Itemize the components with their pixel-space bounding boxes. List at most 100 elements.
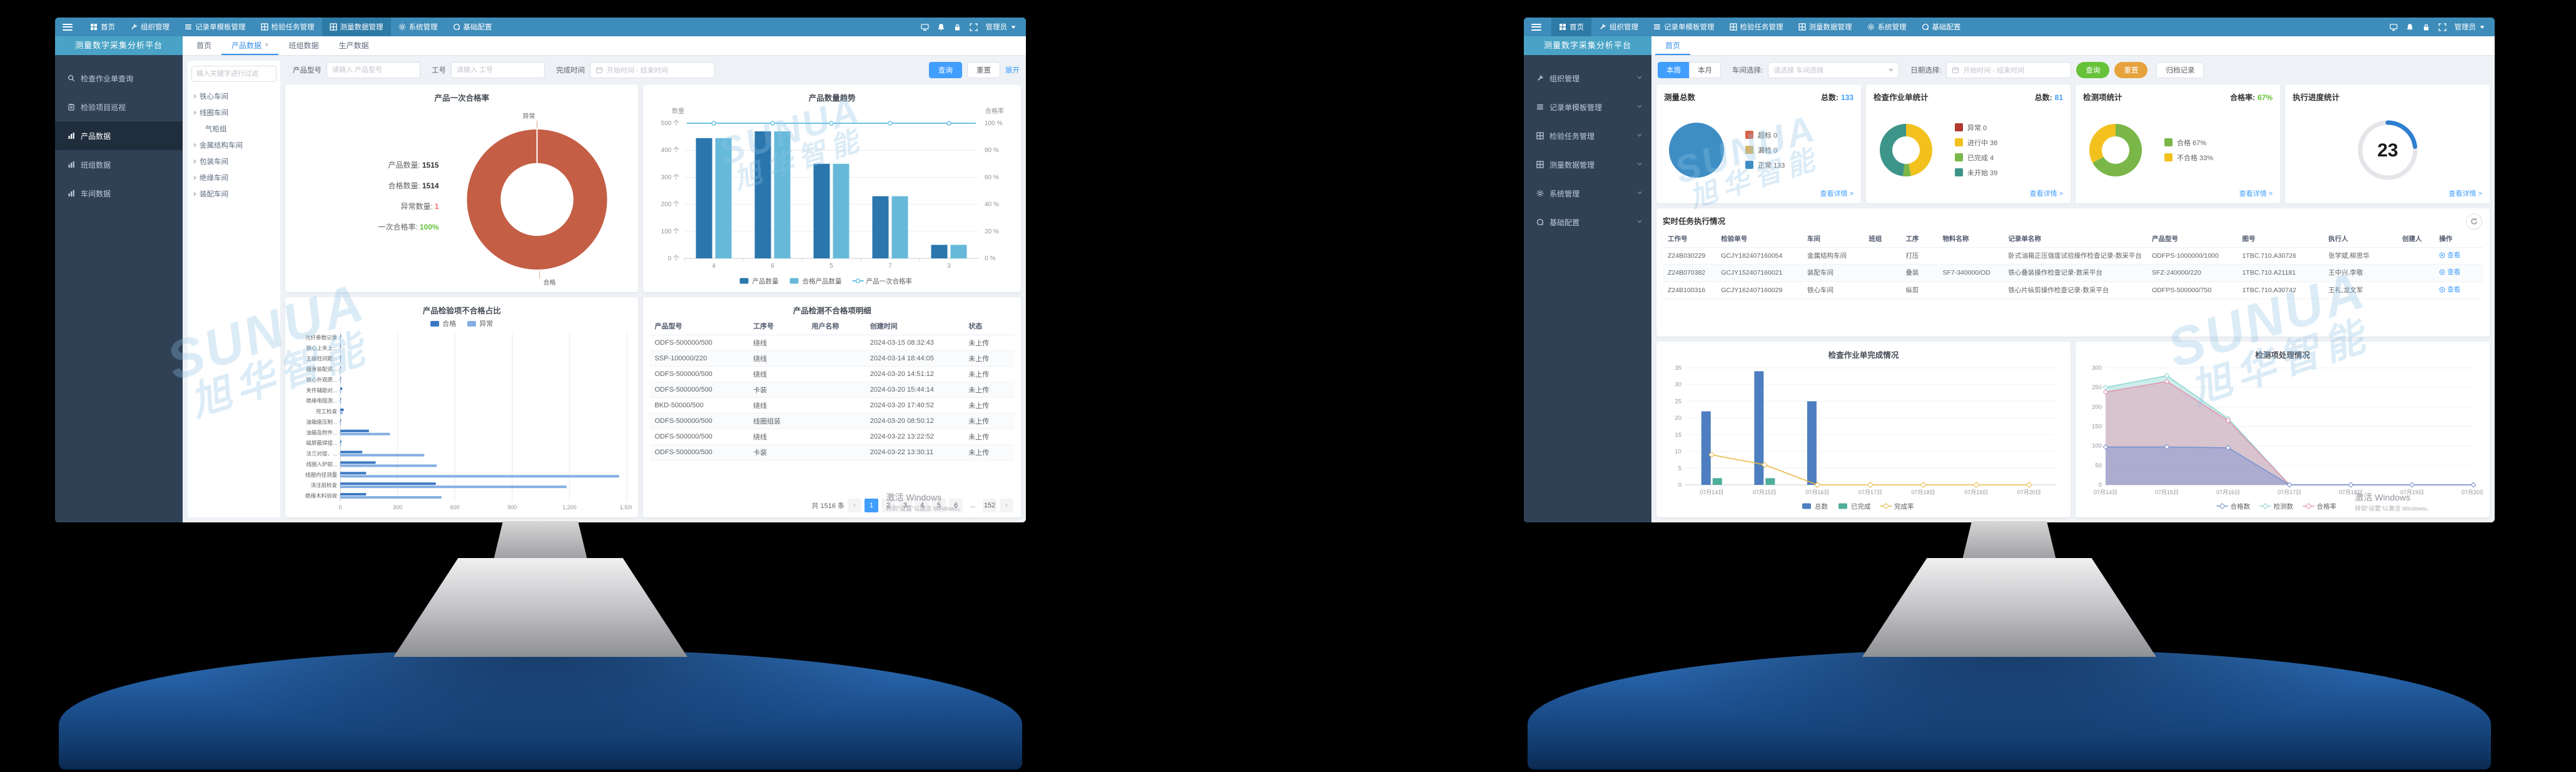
sidebar-item[interactable]: 班组数据 (55, 150, 183, 179)
nav-item[interactable]: 组织管理 (1591, 18, 1646, 36)
view-link[interactable]: 查看 (2439, 268, 2460, 277)
nav-item[interactable]: 记录单模板管理 (1646, 18, 1722, 36)
view-link[interactable]: 查看 (2439, 251, 2460, 260)
sidebar-item[interactable]: 组织管理 (1524, 64, 1651, 93)
tab-生产数据[interactable]: 生产数据 (328, 36, 378, 55)
page-button[interactable]: 6 (949, 499, 963, 512)
monitor-left-screen: 首页 组织管理 记录单模板管理 检验任务管理 测量数据管理 系统管理 基础配置 管理员 测量… (55, 18, 1026, 522)
search-button[interactable]: 查询 (2076, 62, 2110, 78)
nav-item-label: 组织管理 (1610, 24, 1638, 31)
page-button[interactable]: 4 (915, 499, 929, 512)
user-menu[interactable]: 管理员 (2455, 22, 2487, 32)
sidebar-item[interactable]: 检查作业单查询 (55, 64, 183, 93)
pass-rate-donut-chart: 异常 合格 (442, 104, 632, 287)
reset-button[interactable]: 重置 (2114, 62, 2148, 78)
tab-首页[interactable]: 首页 (1655, 36, 1691, 55)
sidebar-item[interactable]: 测量数据管理 (1524, 150, 1651, 179)
nav-item[interactable]: 测量数据管理 (322, 18, 391, 36)
svg-text:异常: 异常 (522, 112, 535, 120)
workshop-select[interactable]: 请选择 车间选择 (1768, 62, 1900, 78)
svg-text:1,500: 1,500 (620, 504, 632, 510)
view-link[interactable]: 查看 (2439, 285, 2460, 294)
menu-toggle-icon[interactable] (63, 23, 73, 31)
view-detail-link[interactable]: 查看详情 > (2239, 190, 2273, 198)
tree-node[interactable]: 金属结构车间 (191, 137, 276, 153)
bell-icon[interactable] (2406, 23, 2414, 31)
tab-产品数据[interactable]: 产品数据 × (221, 36, 279, 55)
nav-item[interactable]: 首页 (83, 18, 123, 36)
nav-item[interactable]: 首页 (1551, 18, 1591, 36)
period-本月[interactable]: 本月 (1689, 62, 1721, 78)
close-icon[interactable]: × (265, 41, 269, 49)
bell-icon[interactable] (937, 23, 945, 31)
tree-node[interactable]: 线圈车间 (191, 104, 276, 121)
svg-text:400 个: 400 个 (661, 146, 679, 154)
search-button[interactable]: 查询 (929, 62, 962, 78)
work-no-input[interactable] (451, 62, 545, 78)
expand-filters-link[interactable]: 展开 (1005, 67, 1020, 74)
refresh-button[interactable] (2466, 213, 2482, 230)
chevron-down-icon (1636, 74, 1643, 83)
fullscreen-icon[interactable] (969, 23, 978, 31)
nav-item[interactable]: 系统管理 (391, 18, 445, 36)
menu-toggle-icon[interactable] (1531, 23, 1541, 31)
sidebar-item[interactable]: 产品数据 (55, 121, 183, 150)
tree-node[interactable]: 铁心车间 (191, 88, 276, 104)
view-detail-link[interactable]: 查看详情 > (2448, 190, 2482, 198)
tree-node[interactable]: 绝缘车间 (191, 170, 276, 186)
next-page-button[interactable]: › (1000, 499, 1013, 512)
nav-item[interactable]: 基础配置 (445, 18, 500, 36)
sidebar-item[interactable]: 车间数据 (55, 179, 183, 208)
nav-item[interactable]: 记录单模板管理 (177, 18, 253, 36)
table-cell: 王中兴,李敬 (2323, 264, 2398, 282)
sidebar-item[interactable]: 记录单模板管理 (1524, 93, 1651, 121)
finish-time-range-input[interactable]: 开始时间 - 结束时间 (590, 62, 715, 78)
sidebar-item[interactable]: 检验项目巡视 (55, 93, 183, 121)
legend-item: 合格 67% (2164, 138, 2213, 148)
sidebar-item[interactable]: 基础配置 (1524, 208, 1651, 236)
reset-button[interactable]: 重置 (967, 62, 1000, 78)
page-button[interactable]: 2 (881, 499, 895, 512)
lock-icon[interactable] (953, 23, 961, 31)
column-header: 检验单号 (1716, 230, 1803, 248)
tree-filter-input[interactable] (191, 66, 276, 82)
tree-node-label: 气柜组 (205, 126, 227, 133)
nav-item[interactable]: 基础配置 (1914, 18, 1969, 36)
page-button[interactable]: 5 (932, 499, 946, 512)
list-icon (185, 23, 192, 31)
lock-icon[interactable] (2422, 23, 2430, 31)
tree-node[interactable]: 包装车间 (191, 153, 276, 170)
nav-item[interactable]: 检验任务管理 (1722, 18, 1791, 36)
table-cell: 查看 (2434, 264, 2483, 282)
card-defect-ratio: 产品检验项不合格占比 合格 异常 0 300 600 900 1,200 1,500 光纤参数… (285, 297, 639, 517)
nav-item[interactable]: 检验任务管理 (253, 18, 322, 36)
monitor-stand-foot (1862, 558, 2156, 657)
date-range-input[interactable]: 开始时间 - 结束时间 (1946, 62, 2072, 78)
fullscreen-icon[interactable] (2438, 23, 2447, 31)
tree-node[interactable]: 气柜组 (191, 121, 276, 137)
svg-text:绝缘电阻测...: 绝缘电阻测... (306, 398, 337, 404)
view-detail-link[interactable]: 查看详情 > (1820, 190, 1853, 198)
tab-首页[interactable]: 首页 (186, 36, 221, 55)
tree-node[interactable]: 装配车间 (191, 186, 276, 202)
prev-page-button[interactable]: ‹ (848, 499, 861, 512)
display-icon[interactable] (2389, 23, 2398, 31)
stat-card-title: 检测项统计 (2083, 93, 2122, 102)
user-menu[interactable]: 管理员 (986, 22, 1018, 32)
svg-text:20: 20 (1675, 415, 1681, 422)
page-button[interactable]: 3 (898, 499, 912, 512)
product-model-input[interactable] (327, 62, 420, 78)
nav-item[interactable]: 系统管理 (1860, 18, 1914, 36)
page-button[interactable]: 152 (983, 499, 996, 512)
nav-item[interactable]: 测量数据管理 (1791, 18, 1860, 36)
page-button[interactable]: 1 (865, 499, 878, 512)
table-cell (806, 429, 865, 445)
sidebar-item[interactable]: 检验任务管理 (1524, 121, 1651, 150)
display-icon[interactable] (920, 23, 929, 31)
period-本周[interactable]: 本周 (1658, 62, 1690, 78)
nav-item[interactable]: 组织管理 (123, 18, 177, 36)
tab-班组数据[interactable]: 班组数据 (278, 36, 328, 55)
archive-records-button[interactable]: 归档记录 (2156, 62, 2204, 78)
sidebar-item[interactable]: 系统管理 (1524, 179, 1651, 208)
view-detail-link[interactable]: 查看详情 > (2029, 190, 2063, 198)
